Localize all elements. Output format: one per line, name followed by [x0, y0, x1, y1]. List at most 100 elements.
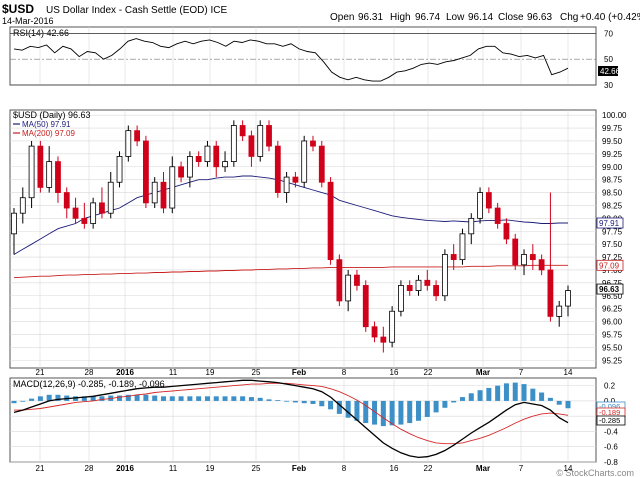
rsi-value-tag: 42.66	[600, 67, 621, 76]
price-tag-box	[596, 259, 624, 271]
candle-body	[345, 274, 352, 302]
macd-hist-bar	[442, 400, 448, 408]
price-x-label: 2016	[116, 368, 134, 377]
macd-hist-bar	[556, 400, 562, 405]
high-label: High	[390, 12, 411, 23]
candle-body	[37, 145, 44, 188]
macd-value-tag: -0.285	[596, 415, 626, 426]
candle-body	[274, 145, 281, 193]
candle-body	[292, 176, 299, 183]
price-x-label: 7	[519, 368, 524, 377]
candle-body	[213, 145, 220, 168]
price-x-label: 19	[206, 368, 215, 377]
candle-body	[11, 212, 17, 235]
price-x-label: 11	[169, 368, 178, 377]
macd-x-label: 28	[85, 464, 94, 473]
candle-body	[160, 181, 167, 209]
macd-hist-bar	[310, 400, 316, 404]
macd-hist-bar	[99, 396, 105, 401]
macd-x-label: 21	[36, 464, 45, 473]
low-value: 96.14	[468, 12, 493, 23]
price-tag-label: 97.91	[599, 219, 620, 228]
signal-line	[14, 382, 569, 445]
price-tick-label: 97.75	[602, 227, 623, 236]
high-value: 96.74	[415, 12, 440, 23]
macd-hist-bar	[125, 394, 131, 401]
watermark: © StockCharts.com	[556, 468, 634, 477]
macd-hist-bar	[37, 396, 43, 401]
macd-hist-bar	[512, 382, 518, 401]
macd-hist-bar	[55, 394, 61, 401]
macd-hist-bar	[345, 400, 351, 418]
macd-x-label: 7	[519, 464, 524, 473]
macd-hist-bar	[213, 396, 219, 401]
candle-body	[415, 279, 422, 291]
candle-body	[46, 161, 53, 188]
macd-x-label: 14	[564, 464, 573, 473]
rsi-tick-label: 70	[604, 29, 613, 38]
macd-hist-bar	[372, 400, 378, 425]
price-tag-box	[596, 283, 624, 295]
macd-hist-bar	[547, 397, 553, 401]
price-tick-label: 96.75	[602, 279, 623, 288]
macd-hist-bar	[160, 396, 166, 401]
macd-hist-bar	[187, 396, 193, 401]
price-tick-label: 100.00	[602, 111, 627, 120]
macd-hist-bar	[117, 395, 123, 401]
macd-tag-box	[596, 415, 626, 426]
chg-value: +0.40 (+0.42%)	[580, 12, 640, 23]
macd-line	[13, 379, 569, 459]
macd-hist-bar	[407, 400, 413, 424]
close-label: Close	[498, 12, 524, 23]
macd-x-label: 8	[342, 464, 347, 473]
rsi-frame	[9, 26, 597, 86]
macd-hist-bar	[477, 390, 483, 401]
macd-hist-bar	[178, 396, 184, 401]
candle-body	[371, 326, 378, 338]
candle-body	[283, 176, 290, 193]
macd-panel: MACD(12,26,9) -0.285, -0.189, -0.096 0.2…	[9, 377, 626, 467]
candle-body	[143, 140, 149, 204]
candle-body	[99, 202, 105, 214]
macd-hist-bar	[363, 400, 369, 424]
macd-hist-bar	[530, 388, 536, 401]
candle-body	[222, 161, 228, 168]
low-label: Low	[446, 12, 465, 23]
macd-hist-bar	[29, 398, 35, 401]
candle-body	[459, 233, 466, 261]
macd-tag-label: -0.189	[599, 408, 620, 417]
candle-body	[556, 305, 563, 317]
price-tick-label: 95.50	[602, 343, 623, 352]
rsi-tag-box	[598, 66, 618, 76]
ma200-line	[13, 264, 568, 279]
macd-hist-bar	[486, 387, 492, 401]
macd-hist-bar	[222, 396, 228, 401]
candle-body	[380, 336, 387, 343]
macd-hist-bar	[152, 395, 158, 401]
candle-body	[424, 279, 431, 286]
macd-hist-bar	[319, 400, 325, 407]
macd-hist-bar	[134, 394, 140, 401]
macd-x-label: 16	[390, 464, 399, 473]
candle-body	[485, 192, 492, 209]
price-tick-label: 97.50	[602, 240, 623, 249]
candle-body	[55, 161, 61, 193]
candle-body	[63, 192, 70, 209]
macd-hist-bar	[389, 400, 395, 426]
ma200-legend: MA(200) 97.09	[22, 129, 75, 138]
rsi-tick-label: 50	[604, 55, 613, 64]
header-symbol: $USD	[2, 2, 34, 16]
price-tick-label: 97.25	[602, 253, 623, 262]
candle-body	[450, 254, 457, 261]
candle-body	[512, 238, 519, 266]
price-tag-label: 96.63	[599, 285, 620, 294]
price-x-label: 28	[85, 368, 94, 377]
candle-body	[169, 166, 176, 209]
candle-body	[336, 259, 343, 302]
macd-hist-bar	[81, 396, 87, 401]
macd-hist-bar	[451, 400, 457, 403]
macd-hist-bar	[424, 400, 430, 417]
price-panel: $USD (Daily) 96.63 MA(50) 97.91 MA(200) …	[9, 109, 627, 369]
macd-hist-bar	[196, 396, 202, 401]
price-x-label: 8	[342, 368, 347, 377]
